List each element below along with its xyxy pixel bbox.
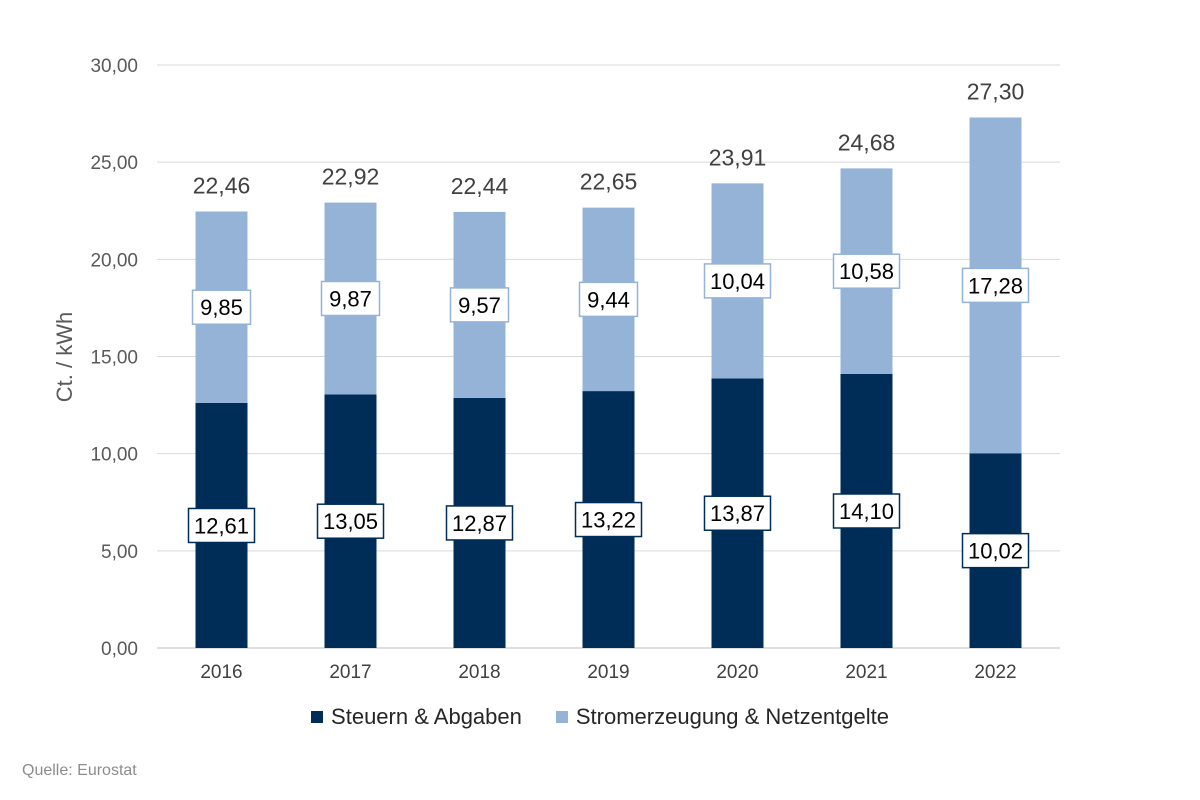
stacked-bar-chart: 0,00 5,00 10,00 15,00 20,00 25,00 30,00 12,61 9… <box>52 56 1060 683</box>
total-label-2016: 22,46 <box>193 173 251 199</box>
x-axis: 2016 2017 2018 2019 2020 2021 2022 <box>200 662 1016 683</box>
data-label-stromerzeugung-2016-box <box>191 289 252 325</box>
data-label-stromerzeugung-2017: 9,87 <box>329 286 372 311</box>
data-label-stromerzeugung-2018: 9,57 <box>458 293 501 318</box>
y-tick-label: 0,00 <box>101 639 138 660</box>
x-tick-label-2019: 2019 <box>587 662 629 683</box>
data-label-stromerzeugung-2021: 10,58 <box>839 259 894 284</box>
y-tick-label: 20,00 <box>90 250 138 271</box>
legend-swatch-steuern <box>311 711 324 723</box>
x-tick-label-2017: 2017 <box>329 662 371 683</box>
data-label-stromerzeugung-2019: 9,44 <box>587 287 630 312</box>
data-label-stromerzeugung-2020-box <box>703 263 772 299</box>
y-tick-label: 25,00 <box>90 153 138 174</box>
y-tick-label: 5,00 <box>101 542 138 563</box>
legend-label-steuern: Steuern & Abgaben <box>331 704 522 729</box>
data-label-steuern-2021-box <box>832 493 901 529</box>
total-label-2019: 22,65 <box>580 169 638 195</box>
data-label-stromerzeugung-2019-box <box>578 281 639 318</box>
data-label-steuern-2016: 12,61 <box>194 513 249 538</box>
data-label-steuern-2019: 13,22 <box>581 508 636 533</box>
x-tick-label-2016: 2016 <box>200 662 242 683</box>
y-axis-title: Ct. / kWh <box>52 312 77 402</box>
legend-swatch-stromerzeugung <box>555 711 568 723</box>
data-label-stromerzeugung-2020: 10,04 <box>710 269 765 294</box>
data-label-stromerzeugung-2021-box <box>832 253 901 289</box>
data-label-stromerzeugung-2016: 9,85 <box>200 295 243 320</box>
data-label-steuern-2017-box <box>316 503 385 539</box>
data-label-steuern-2022-box <box>961 532 1030 569</box>
x-tick-label-2018: 2018 <box>458 662 500 683</box>
data-label-steuern-2018: 12,87 <box>452 511 507 536</box>
total-label-2017: 22,92 <box>322 164 380 190</box>
total-label-2022: 27,30 <box>967 78 1025 104</box>
legend-label-stromerzeugung: Stromerzeugung & Netzentgelte <box>575 704 889 729</box>
data-label-steuern-2020: 13,87 <box>710 501 765 526</box>
total-label-2021: 24,68 <box>838 129 896 155</box>
data-label-steuern-2021: 14,10 <box>839 499 894 524</box>
x-tick-label-2022: 2022 <box>974 662 1016 683</box>
source-note: Quelle: Eurostat <box>22 762 137 779</box>
legend: Steuern & Abgaben Stromerzeugung & Netze… <box>0 700 1200 734</box>
data-label-steuern-2019-box <box>574 501 643 538</box>
x-tick-label-2021: 2021 <box>845 662 887 683</box>
data-label-steuern-2017: 13,05 <box>323 509 378 534</box>
bars <box>195 117 1022 648</box>
y-tick-label: 10,00 <box>90 445 138 466</box>
y-tick-label: 15,00 <box>90 348 138 369</box>
data-label-stromerzeugung-2022-box <box>961 267 1030 304</box>
y-axis: 0,00 5,00 10,00 15,00 20,00 25,00 30,00 <box>90 56 138 660</box>
data-label-steuern-2018-box <box>445 505 514 541</box>
data-label-steuern-2020-box <box>703 495 772 531</box>
data-label-stromerzeugung-2022: 17,28 <box>968 273 1023 298</box>
data-label-steuern-2022: 10,02 <box>968 539 1023 564</box>
legend-item-stromerzeugung: Stromerzeugung & Netzentgelte <box>555 704 889 730</box>
data-labels: 12,61 9,85 22,46 13,05 9,87 22,92 12,87 9,57 22,… <box>187 78 1030 569</box>
x-tick-label-2020: 2020 <box>716 662 758 683</box>
legend-item-steuern: Steuern & Abgaben <box>311 704 522 730</box>
data-label-stromerzeugung-2017-box <box>320 280 381 317</box>
data-label-steuern-2016-box <box>187 507 256 544</box>
y-tick-label: 30,00 <box>90 56 138 77</box>
total-label-2018: 22,44 <box>451 173 509 199</box>
data-label-stromerzeugung-2018-box <box>449 287 510 323</box>
total-label-2020: 23,91 <box>709 144 767 170</box>
